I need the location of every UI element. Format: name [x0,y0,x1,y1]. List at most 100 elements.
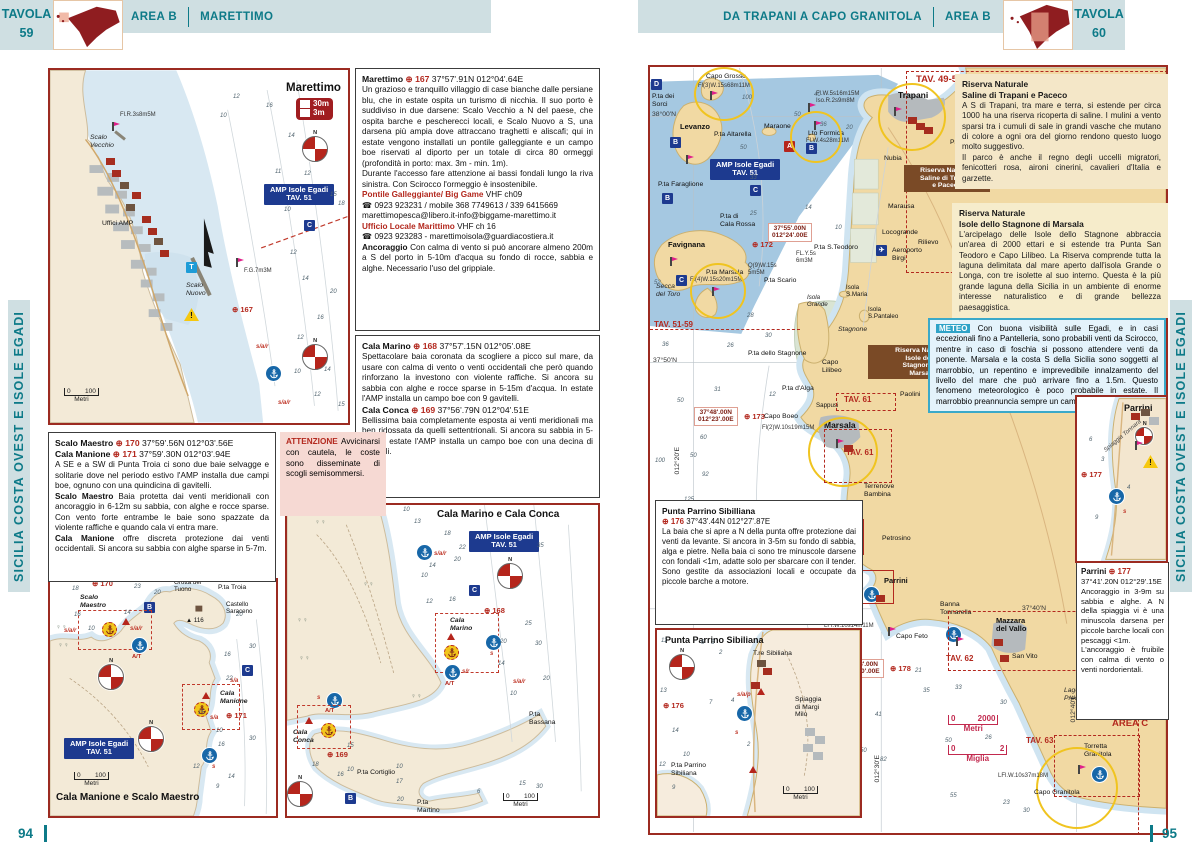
depth-number: 12 [290,250,297,256]
vegetation-icon: ♀♀ [56,624,68,631]
light-icon [808,103,816,112]
harbor-service-icon [751,682,760,689]
vegetation-icon: ♀♀ [315,519,327,526]
anchor-icon [737,706,752,721]
map-label: TAV. 61 [846,448,874,457]
mooring-area-outline [78,610,152,650]
buoy-icon [202,692,210,699]
buoy-icon [757,688,765,695]
depth-number: 30 [765,333,772,339]
depth-number: 6 [701,640,705,646]
meteo-text: Con buona visibilità sulle Egadi, e in c… [936,324,1158,406]
depth-number: 12 [314,392,321,398]
building-icon [154,238,163,245]
depth-number: 31 [714,387,721,393]
sub-label: Scalo Maestro [55,491,114,501]
letter-badge: C [304,220,315,231]
scale-bar: 0 2000 Metri [948,714,999,734]
letter-badge: C [676,275,687,286]
depth-number: 30 [1023,808,1030,814]
light-sector-circle [808,417,878,487]
depth-number: 2 [719,650,723,656]
waypoint-marker: ⊕ 167 [232,305,253,314]
map-label: Uffici AMP [102,220,134,227]
reserve-text: L'arcipelago delle Isole dello Stagnone … [959,229,1161,312]
map-label: P.ta Troia [218,584,247,591]
waypoint-symbol: ⊕ [413,341,421,351]
map-title: Parrini [1124,403,1153,413]
depth-number: 3 [1101,457,1105,463]
scalo-info-box: Scalo Maestro ⊕ 170 37°59'.56N 012°03'.5… [48,432,276,582]
depth-number: 50 [945,738,952,744]
depth-number: 4 [1127,485,1131,491]
depth-number: 11 [275,169,282,175]
waypoint-marker: ⊕ 171 [226,711,247,720]
scale-bar: 0 100 Metri [783,786,818,802]
map-label: Favignana [668,240,706,249]
page-title-right: DA TRAPANI A CAPO GRANITOLA [723,10,922,23]
compass-rose: N [1135,421,1153,445]
depth-number: 14 [302,276,309,282]
letter-badge: B [144,602,155,613]
tavola-left-block: TAVOLA 59 [0,0,53,50]
building-icon [803,744,813,752]
depth-number: 10 [835,225,842,231]
map-label: Aeroporto Birgi [892,247,922,262]
depth-number: 10 [510,691,517,697]
depth-number: 14 [228,774,235,780]
letter-badge: B [662,193,673,204]
phone-line: ☎ 0923 923231 / mobile 368 7749613 / 339… [362,200,558,210]
map-label: Capo Lilibeo [822,359,842,374]
map-label: P.ta di Cala Rossa [720,213,756,228]
tavola-right-block: TAVOLA 60 [1073,0,1125,50]
anchor-icon [445,665,460,680]
light-sector-circle [878,83,946,151]
anchor-icon [132,638,147,653]
chart-cala-manione: ⊕ 170 Scalo Maestro Grotta del Tuono P.ta Tro… [48,578,278,818]
building-icon [815,736,825,744]
map-label: P.ta dello Stagnone [748,350,807,357]
compass-rose: N [138,720,164,752]
vegetation-icon: ♀♀ [58,642,70,649]
seabed-label: s/r [462,669,470,675]
map-label: Castello Saraceno [226,601,253,615]
amp-reference-box: AMP Isole Egadi TAV. 51 [264,184,335,205]
warning-text: Avvicinarsi con cautela, le coste sono d… [286,437,380,479]
harbor-service-icon [106,158,115,165]
map-label: Maraone [764,123,791,130]
reserve-title: Riserva Naturale [962,79,1029,89]
depth-number: 18 [72,586,79,592]
depth-number: 25 [525,621,532,627]
mooring-buoy-icon [194,702,209,717]
letter-badge: C [242,665,253,676]
depth-number: 35 [537,543,544,549]
depth-number: 30 [249,644,256,650]
adjacent-chart-outline [836,393,896,411]
depth-number: 12 [304,171,311,177]
light-icon [236,258,244,267]
map-label: Fl(2)W.10s19m15M [762,425,815,431]
depth-number: 16 [449,597,456,603]
depth-number: 10 [216,728,223,734]
map-label: 012°20'E [674,447,681,475]
meteo-label: METEO [936,324,971,333]
waypoint-marker: ⊕ 176 [663,701,684,710]
map-label: Mazzara del Vallo [996,616,1027,634]
seabed-label: s [317,695,321,701]
mooring-area-outline [182,684,240,730]
map-label: Petrosino [882,535,911,542]
depth-number: 16 [74,612,81,618]
depth-number: 14 [498,661,505,667]
reserve-title: Riserva Naturale [959,208,1026,218]
waypoint-number: 168 [422,341,438,351]
waypoint-marker: ⊕ 170 [92,579,113,588]
map-label: Isola Grande [807,294,828,308]
cala-info-box: Cala Marino ⊕ 168 37°57'.15N 012°05'.08E… [355,335,600,498]
coordinates: 37°41'.20N 012°29'.15E [1081,577,1162,587]
depth-number: 3 [711,640,715,646]
description-paragraph: Bellissima baia completamente esposta ai… [362,415,593,457]
reserve-text: Il parco è anche il regno degli uccelli … [962,152,1161,183]
limits-badge: 30m 3m [296,98,334,120]
port-name: Marettimo [362,74,404,84]
